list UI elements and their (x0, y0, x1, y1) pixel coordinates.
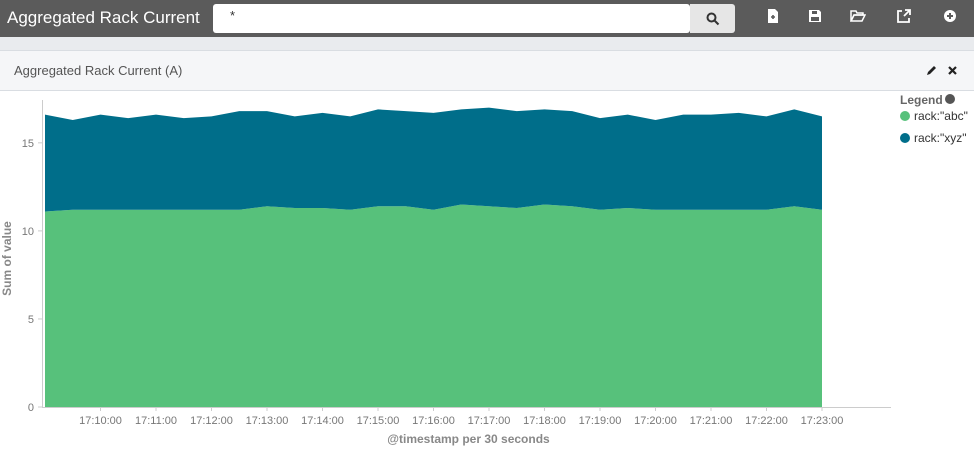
legend-title[interactable]: Legend (900, 93, 943, 107)
search-icon (706, 12, 720, 26)
series-area-xyz (45, 107, 822, 212)
x-tick-label: 17:22:00 (745, 415, 788, 427)
legend-label: rack:"abc" (914, 109, 968, 123)
top-bar: Aggregated Rack Current * (0, 0, 974, 37)
legend-dot-abc (900, 111, 910, 121)
x-tick-label: 17:13:00 (246, 415, 289, 427)
x-tick-label: 17:18:00 (523, 415, 566, 427)
y-tick-label: 5 (28, 314, 34, 326)
series-area-abc (45, 204, 822, 407)
x-tick-label: 17:12:00 (190, 415, 233, 427)
x-tick-label: 17:11:00 (135, 415, 177, 427)
x-tick-label: 17:10:00 (79, 415, 122, 427)
app-title: Aggregated Rack Current (7, 8, 200, 27)
add-icon[interactable] (942, 8, 958, 24)
search-button[interactable] (690, 4, 735, 33)
x-axis-title: @timestamp per 30 seconds (387, 432, 550, 446)
close-icon[interactable] (946, 64, 959, 77)
x-tick-label: 17:14:00 (301, 415, 344, 427)
open-folder-icon[interactable] (850, 8, 866, 24)
panel-header: Aggregated Rack Current (A) (0, 50, 974, 91)
share-icon[interactable] (896, 8, 912, 24)
legend-dot-xyz (900, 133, 910, 143)
x-tick-label: 17:17:00 (468, 415, 511, 427)
edit-pencil-icon[interactable] (925, 64, 938, 77)
search-input[interactable]: * (213, 4, 690, 33)
search-query[interactable]: * (230, 8, 236, 23)
area-chart: 0 5 10 15 Sum of value 17:10:00 17:11:00 17:12:… (0, 100, 891, 446)
legend-toggle-icon[interactable] (945, 94, 955, 104)
x-tick-label: 17:19:00 (579, 415, 622, 427)
y-tick-label: 15 (22, 138, 34, 150)
y-tick-label: 10 (22, 226, 34, 238)
panel-gap (0, 37, 974, 50)
y-axis-title: Sum of value (0, 221, 14, 296)
new-document-icon[interactable] (765, 8, 781, 24)
x-tick-label: 17:15:00 (357, 415, 400, 427)
x-tick-label: 17:16:00 (412, 415, 455, 427)
x-tick-label: 17:21:00 (690, 415, 733, 427)
panel-title: Aggregated Rack Current (A) (14, 63, 183, 78)
x-tick-label: 17:23:00 (801, 415, 844, 427)
x-tick-label: 17:20:00 (634, 415, 677, 427)
y-tick-label: 0 (28, 402, 34, 414)
legend-label: rack:"xyz" (914, 131, 967, 145)
save-icon[interactable] (807, 8, 823, 24)
